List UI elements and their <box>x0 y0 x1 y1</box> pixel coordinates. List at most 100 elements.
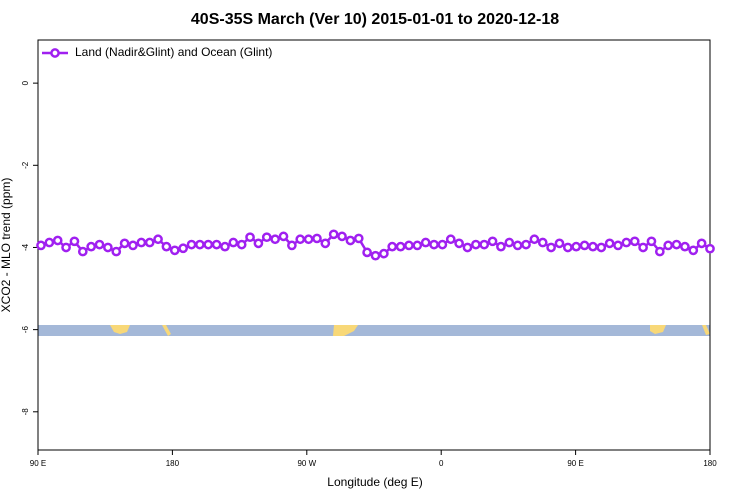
y-tick-label: 0 <box>21 80 30 85</box>
data-point <box>404 240 414 251</box>
data-point <box>128 240 138 251</box>
data-point <box>629 236 640 247</box>
legend-marker <box>50 48 60 58</box>
y-tick-label: -2 <box>21 161 30 169</box>
data-point <box>379 248 389 259</box>
data-point <box>680 241 690 252</box>
data-point <box>487 236 498 247</box>
data-point <box>621 237 632 248</box>
x-tick-label: 90 E <box>30 459 46 468</box>
data-point <box>270 234 280 245</box>
data-point <box>36 240 46 251</box>
data-point <box>320 238 331 249</box>
data-point <box>236 239 247 250</box>
data-point <box>613 240 623 251</box>
land <box>702 325 710 335</box>
data-point <box>521 239 531 250</box>
data-point <box>596 242 607 253</box>
data-point <box>169 245 180 256</box>
data-point <box>470 239 481 250</box>
data-point <box>220 241 230 252</box>
land <box>650 325 666 334</box>
data-point <box>303 234 314 245</box>
data-point <box>462 242 473 253</box>
data-point <box>228 237 239 248</box>
data-point <box>638 242 648 253</box>
data-point <box>287 240 297 251</box>
land-strip <box>38 325 710 336</box>
x-tick-label: 180 <box>166 459 180 468</box>
data-point <box>345 235 356 246</box>
data-point <box>604 238 615 249</box>
ocean-band <box>38 325 710 336</box>
data-point <box>261 232 272 243</box>
data-point <box>688 245 699 256</box>
data-point <box>654 246 665 257</box>
data-point <box>44 237 55 248</box>
data-point <box>337 231 347 242</box>
data-point <box>512 240 523 251</box>
data-point <box>579 240 590 251</box>
land <box>110 325 130 334</box>
data-point <box>161 241 172 252</box>
data-point <box>571 241 582 252</box>
data-point <box>77 246 88 257</box>
data-point <box>395 241 406 252</box>
data-point <box>211 239 222 250</box>
chart-title: 40S-35S March (Ver 10) 2015-01-01 to 202… <box>191 11 559 28</box>
land <box>333 325 358 336</box>
data-point <box>646 236 657 247</box>
data-point <box>445 234 456 245</box>
data-point <box>253 238 264 249</box>
y-axis-label: XCO2 - MLO trend (ppm) <box>0 178 13 313</box>
data-point <box>504 237 515 248</box>
data-point <box>529 234 540 245</box>
data-point <box>588 241 598 252</box>
data-point <box>328 229 339 240</box>
data-point <box>103 242 113 253</box>
data-point <box>312 233 322 244</box>
data-point <box>412 240 423 251</box>
data-point <box>94 239 105 250</box>
data-point <box>295 234 306 245</box>
x-axis-label: Longitude (deg E) <box>327 475 422 489</box>
legend-label: Land (Nadir&Glint) and Ocean (Glint) <box>75 45 272 59</box>
land <box>162 325 171 336</box>
data-point <box>696 238 707 249</box>
data-point <box>195 239 205 250</box>
y-tick-label: -6 <box>21 326 30 334</box>
data-point <box>370 250 381 261</box>
data-point <box>387 241 398 252</box>
x-tick-label: 90 E <box>567 459 583 468</box>
data-point <box>420 237 431 248</box>
data-point <box>546 242 556 253</box>
data-point <box>61 242 71 253</box>
data-point <box>663 240 674 251</box>
data-point <box>562 242 573 253</box>
data-point <box>429 239 439 250</box>
data-point <box>203 239 214 250</box>
data-point <box>136 237 147 248</box>
x-tick-label: 0 <box>439 459 444 468</box>
y-tick-label: -8 <box>21 408 30 416</box>
data-point <box>245 232 255 243</box>
data-point <box>479 239 490 250</box>
data-point <box>353 233 364 244</box>
data-point <box>554 238 565 249</box>
data-point <box>437 239 448 250</box>
data-point <box>278 231 289 242</box>
y-tick-label: -4 <box>21 243 30 251</box>
data-point <box>537 237 548 248</box>
data-point <box>119 238 130 249</box>
data-point <box>186 239 197 250</box>
data-point <box>52 235 63 246</box>
data-point <box>111 246 122 257</box>
data-point <box>144 237 155 248</box>
data-point <box>69 236 80 247</box>
data-point <box>705 243 715 254</box>
data-point <box>153 234 163 245</box>
data-point <box>454 238 464 249</box>
data-point <box>178 243 189 254</box>
